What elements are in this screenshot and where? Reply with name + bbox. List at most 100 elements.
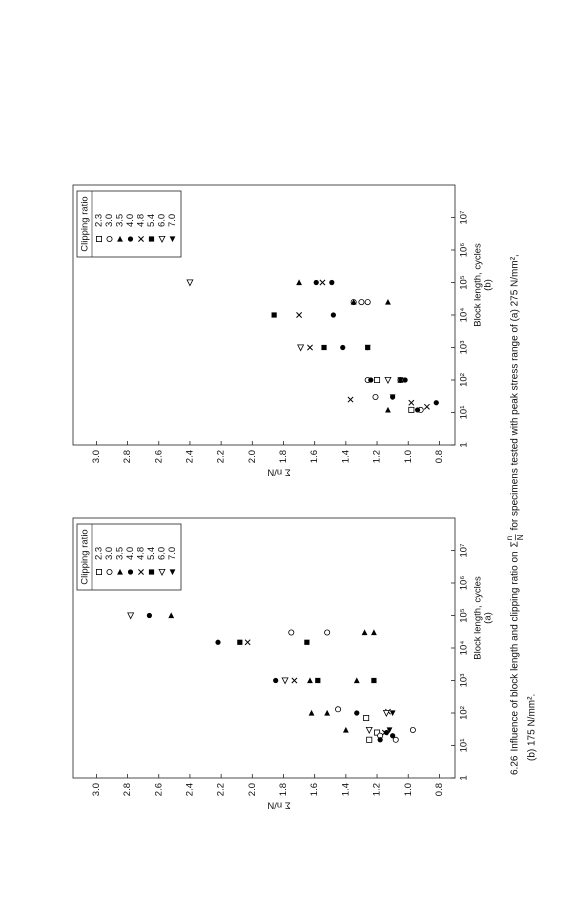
y-tick-label: 3.0: [91, 783, 102, 796]
marker: [361, 629, 368, 636]
chart: 1 10¹ 10² 10³ 10⁴ 10⁵ 10⁶ 10⁷ 0.8 1.0 1.2 1.4 1.6 1.8…: [72, 184, 494, 477]
y-tick-label: 3.0: [91, 450, 102, 463]
caption-text: for specimens tested with peak stress ra…: [510, 254, 521, 530]
marker: [340, 344, 346, 351]
marker: [127, 569, 134, 575]
marker: [372, 393, 379, 400]
marker: [95, 235, 102, 242]
marker: [324, 709, 331, 716]
marker: [374, 729, 381, 736]
marker: [296, 279, 302, 286]
marker: [158, 569, 166, 576]
marker: [389, 394, 396, 401]
chart-subtitle: (b): [483, 279, 494, 291]
y-tick-label: 2.6: [153, 783, 164, 796]
marker: [335, 706, 342, 713]
marker: [273, 677, 279, 684]
legend-label: 4.8: [136, 547, 147, 560]
marker: [127, 236, 134, 242]
marker: [117, 235, 123, 242]
y-tick-label: 0.8: [434, 450, 445, 463]
marker: [146, 612, 152, 619]
y-tick-label: 1.2: [372, 783, 383, 796]
legend-label: 4.0: [125, 214, 136, 227]
legend-label: 2.3: [94, 214, 105, 227]
marker: [106, 568, 113, 575]
y-tick-label: 2.2: [216, 783, 227, 796]
caption-text: (b) 175 N/mm².: [527, 694, 538, 761]
y-tick-label: 2.0: [247, 450, 258, 463]
caption-number: 6.26: [510, 755, 521, 775]
marker: [329, 279, 335, 286]
x-axis-label: Block length, cycles: [473, 243, 484, 327]
y-tick-label: 1.6: [309, 450, 320, 463]
y-tick-label: 1.8: [278, 450, 289, 463]
marker: [148, 236, 155, 242]
x-tick-label: 1: [459, 775, 470, 780]
marker: [271, 312, 277, 318]
marker: [95, 568, 102, 575]
x-tick-label: 10⁵: [459, 608, 470, 623]
marker: [377, 737, 383, 743]
y-axis-label: Σ n/N: [267, 799, 290, 810]
y-tick-label: 2.6: [153, 450, 164, 463]
marker: [297, 344, 305, 352]
marker: [138, 236, 144, 242]
legend-label: 5.4: [146, 214, 157, 227]
marker: [307, 677, 313, 684]
x-tick-label: 10²: [459, 706, 470, 720]
legend-label: 3.5: [115, 547, 126, 560]
marker: [347, 396, 354, 403]
x-tick-label: 10⁴: [459, 308, 470, 323]
x-tick-label: 10⁶: [459, 243, 470, 258]
x-tick-label: 10⁵: [459, 275, 470, 290]
marker: [384, 376, 392, 384]
caption-denominator: N: [516, 534, 525, 540]
marker: [281, 677, 289, 685]
legend-label: 3.5: [115, 214, 126, 227]
marker: [158, 236, 166, 243]
marker: [288, 629, 295, 636]
y-axis-label: Σ n/N: [267, 466, 290, 477]
marker: [313, 279, 319, 286]
marker: [304, 639, 310, 645]
marker: [408, 399, 415, 406]
chart-subtitle: (a): [483, 612, 494, 624]
marker: [385, 406, 391, 413]
marker: [319, 279, 326, 286]
marker: [365, 726, 373, 734]
y-tick-label: 1.4: [340, 450, 351, 463]
chart: 1 10¹ 10² 10³ 10⁴ 10⁵ 10⁶ 10⁷ 0.8 1.0 1.2 1.4 1.6 1.8…: [72, 517, 494, 810]
marker: [402, 377, 408, 383]
y-tick-label: 1.8: [278, 783, 289, 796]
marker: [397, 377, 404, 384]
legend-label: 6.0: [157, 214, 168, 227]
legend-title: Clipping ratio: [80, 196, 91, 251]
legend-label: 4.0: [125, 547, 136, 560]
x-tick-label: 10⁷: [459, 543, 470, 558]
y-tick-label: 1.4: [340, 783, 351, 796]
y-tick-label: 0.8: [434, 783, 445, 796]
x-tick-label: 10¹: [459, 739, 470, 753]
y-tick-label: 2.0: [247, 783, 258, 796]
marker: [354, 710, 360, 716]
marker: [364, 344, 371, 351]
legend-box: [76, 190, 182, 258]
marker: [385, 298, 391, 305]
y-tick-label: 1.2: [372, 450, 383, 463]
marker: [321, 344, 327, 351]
legend-box: [76, 523, 182, 591]
marker: [324, 629, 331, 636]
marker: [363, 715, 370, 722]
marker: [409, 726, 416, 733]
legend-label: 4.8: [136, 214, 147, 227]
marker: [390, 733, 396, 739]
marker: [244, 639, 251, 646]
x-tick-label: 10⁴: [459, 641, 470, 656]
marker: [106, 235, 113, 242]
marker: [371, 629, 377, 636]
marker: [382, 709, 390, 717]
x-tick-label: 10¹: [459, 406, 470, 420]
marker: [215, 639, 221, 645]
